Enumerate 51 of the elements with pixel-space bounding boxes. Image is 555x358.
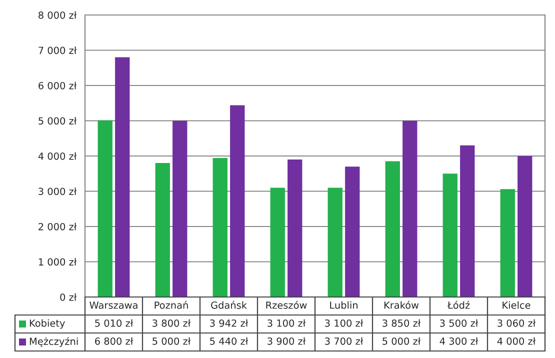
- bar: [288, 160, 302, 297]
- bar: [328, 188, 342, 297]
- bar: [115, 57, 130, 297]
- x-tick-label: Poznań: [154, 300, 188, 309]
- bar: [98, 120, 112, 297]
- bar: [172, 120, 188, 297]
- bar: [155, 163, 170, 297]
- data-label: 3 900 zł: [268, 337, 306, 345]
- legend-label: Kobiety: [30, 319, 65, 329]
- bar: [402, 120, 418, 297]
- data-label: 3 100 zł: [268, 319, 306, 327]
- data-label: 5 000 zł: [152, 337, 191, 345]
- y-tick-label: 8 000 zł: [38, 11, 77, 19]
- x-tick-label: Gdańsk: [211, 300, 247, 309]
- data-label: 3 500 zł: [440, 319, 478, 327]
- y-tick-label: 7 000 zł: [38, 46, 77, 54]
- bar: [345, 166, 360, 297]
- bar: [518, 156, 532, 297]
- y-tick-label: 2 000 zł: [38, 222, 77, 230]
- data-label: 4 300 zł: [440, 337, 478, 345]
- bar: [460, 145, 475, 297]
- y-tick-label: 3 000 zł: [38, 188, 77, 196]
- legend-label: Mężczyźni: [30, 337, 78, 347]
- data-label: 3 800 zł: [152, 319, 191, 327]
- x-tick-label: Łódź: [447, 300, 470, 309]
- bar: [385, 161, 400, 297]
- bar: [212, 158, 228, 297]
- data-label: 6 800 zł: [95, 337, 134, 345]
- y-tick-label: 6 000 zł: [38, 82, 77, 90]
- x-tick-label: Rzeszów: [266, 300, 307, 309]
- x-tick-label: Kielce: [502, 301, 530, 309]
- data-label: 5 000 zł: [382, 337, 421, 345]
- bar: [442, 174, 458, 297]
- x-tick-label: Kraków: [384, 300, 419, 309]
- data-label: 3 942 zł: [210, 319, 248, 327]
- data-label: 5 010 zł: [95, 319, 134, 327]
- data-label: 5 440 zł: [210, 337, 248, 345]
- y-tick-label: 4 000 zł: [38, 152, 77, 160]
- data-label: 4 000 zł: [497, 337, 536, 345]
- data-label: 3 700 zł: [325, 337, 364, 345]
- bar: [270, 188, 285, 297]
- data-label: 3 060 zł: [498, 319, 536, 327]
- bar: [500, 189, 515, 297]
- y-tick-label: 1 000 zł: [38, 258, 77, 266]
- bar: [230, 105, 245, 297]
- data-label: 3 850 zł: [382, 319, 421, 327]
- data-label: 3 100 zł: [325, 319, 364, 327]
- x-tick-label: Lublin: [330, 301, 358, 309]
- x-tick-label: Warszawa: [90, 302, 138, 309]
- y-tick-label: 0 zł: [60, 293, 77, 301]
- y-tick-label: 5 000 zł: [38, 117, 77, 125]
